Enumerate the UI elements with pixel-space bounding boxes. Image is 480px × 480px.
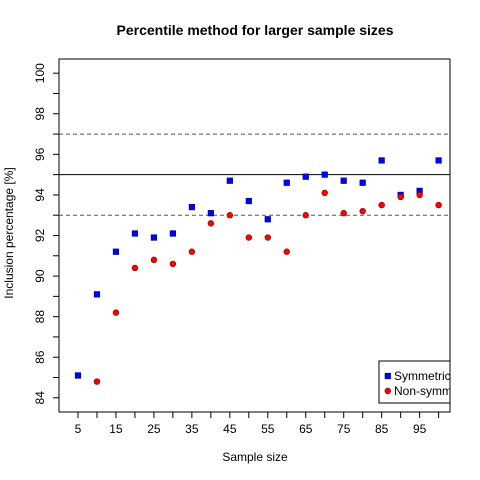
x-tick-label: 15 (109, 422, 123, 436)
x-tick-label: 5 (75, 422, 82, 436)
legend-label: Non-symm (394, 384, 452, 398)
point-non-symm (397, 193, 404, 201)
x-tick-label: 25 (147, 422, 161, 436)
x-tick-label: 65 (299, 422, 313, 436)
point-symmetric (435, 157, 442, 164)
y-tick-label: 96 (33, 147, 47, 161)
point-symmetric (321, 171, 328, 178)
point-non-symm (302, 212, 309, 219)
point-non-symm (93, 378, 101, 385)
point-non-symm (435, 201, 442, 209)
point-non-symm (416, 191, 423, 199)
point-non-symm (321, 189, 328, 197)
point-symmetric (207, 210, 214, 217)
y-tick-label: 90 (33, 269, 47, 283)
point-symmetric (226, 177, 233, 184)
point-non-symm (340, 209, 347, 217)
point-symmetric (245, 197, 252, 205)
point-non-symm (131, 264, 139, 272)
point-symmetric (378, 157, 385, 164)
point-symmetric (74, 372, 82, 379)
plot-area: 84 86 88 90 92 94 96 98 100 5 15 25 35 45 55 65 75 85 95 Sy… (33, 58, 452, 436)
point-non-symm (264, 234, 271, 241)
x-tick-label: 45 (223, 422, 237, 436)
point-non-symm (283, 248, 290, 255)
legend-label: Symmetric (394, 369, 451, 383)
point-symmetric (112, 248, 120, 255)
x-tick-label: 85 (375, 422, 389, 436)
y-tick-label: 92 (33, 229, 47, 243)
plot-frame (58, 58, 451, 413)
chart-title: Percentile method for larger sample size… (117, 22, 394, 38)
y-axis-label: Inclusion percentage [%] (2, 167, 16, 298)
legend-box (378, 360, 451, 404)
point-non-symm (226, 212, 234, 219)
point-non-symm (359, 207, 366, 215)
x-axis-label: Sample size (222, 450, 288, 464)
y-tick-label: 94 (33, 188, 47, 202)
point-non-symm (378, 201, 385, 209)
point-non-symm (150, 256, 158, 264)
point-non-symm (169, 260, 177, 268)
point-non-symm (112, 309, 120, 316)
point-symmetric (264, 216, 271, 223)
y-tick-label: 86 (33, 350, 47, 364)
y-tick-label: 100 (33, 63, 47, 83)
point-non-symm (207, 220, 215, 227)
point-symmetric (131, 230, 139, 237)
point-symmetric (283, 179, 290, 186)
point-symmetric (302, 173, 309, 180)
y-tick-label: 84 (33, 391, 47, 405)
y-tick-label: 88 (33, 310, 47, 324)
x-tick-label: 75 (337, 422, 351, 436)
point-non-symm (188, 248, 196, 255)
point-symmetric (169, 230, 176, 237)
x-tick-label: 35 (185, 422, 199, 436)
y-tick-label: 98 (33, 107, 47, 121)
point-symmetric (340, 177, 347, 184)
x-tick-label: 95 (413, 422, 427, 436)
point-symmetric (359, 179, 366, 186)
point-symmetric (188, 203, 195, 211)
point-non-symm (245, 234, 253, 241)
x-tick-label: 55 (261, 422, 275, 436)
point-symmetric (150, 234, 158, 241)
legend-marker-non-symm (384, 387, 391, 395)
legend-marker-symmetric (384, 372, 391, 380)
point-symmetric (93, 291, 101, 298)
